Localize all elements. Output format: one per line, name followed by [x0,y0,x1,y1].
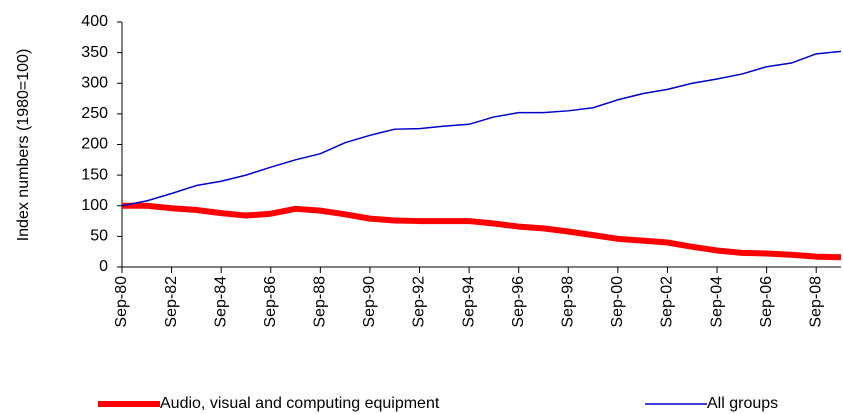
x-tick-label: Sep-04 [708,276,725,328]
y-axis-label: Index numbers (1980=100) [15,49,32,242]
x-tick-label: Sep-96 [510,276,527,328]
y-tick-label: 200 [81,136,108,153]
y-tick-label: 300 [81,74,108,91]
series-line [121,50,842,207]
x-tick-label: Sep-98 [559,276,576,328]
x-tick-label: Sep-88 [312,276,329,328]
series-line [122,202,842,261]
legend-label: All groups [707,395,778,412]
x-tick-label: Sep-00 [609,276,626,328]
y-tick-label: 250 [81,105,108,122]
x-tick-label: Sep-82 [163,276,180,328]
y-tick-label: 150 [81,166,108,183]
y-tick-label: 350 [81,44,108,61]
y-tick-label: 400 [81,13,108,30]
x-tick-label: Sep-94 [460,276,477,328]
x-tick-label: Sep-80 [113,276,130,328]
x-tick-label: Sep-86 [262,276,279,328]
x-tick-label: Sep-90 [361,276,378,328]
legend-label: Audio, visual and computing equipment [160,395,440,412]
y-tick-label: 100 [81,197,108,214]
y-tick-label: 0 [99,258,108,275]
x-tick-label: Sep-02 [659,276,676,328]
x-tick-label: Sep-06 [758,276,775,328]
y-tick-label: 50 [90,228,108,245]
x-tick-label: Sep-08 [807,276,824,328]
x-tick-label: Sep-84 [212,276,229,328]
x-tick-label: Sep-92 [411,276,428,328]
